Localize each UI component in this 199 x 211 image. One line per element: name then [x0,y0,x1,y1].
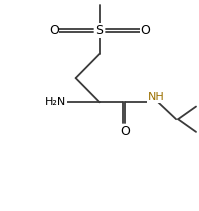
Text: O: O [120,125,130,138]
Text: O: O [140,24,150,37]
Text: O: O [49,24,59,37]
Text: S: S [96,24,103,37]
Text: NH: NH [148,92,165,102]
Text: H₂N: H₂N [45,97,66,107]
